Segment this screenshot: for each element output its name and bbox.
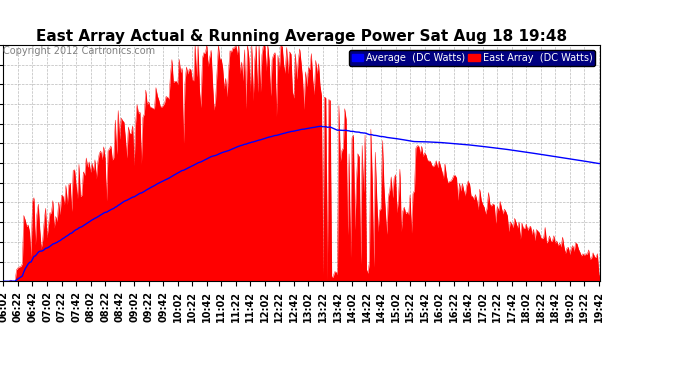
Text: Copyright 2012 Cartronics.com: Copyright 2012 Cartronics.com [3,46,155,56]
Title: East Array Actual & Running Average Power Sat Aug 18 19:48: East Array Actual & Running Average Powe… [37,29,567,44]
Legend: Average  (DC Watts), East Array  (DC Watts): Average (DC Watts), East Array (DC Watts… [348,50,595,66]
